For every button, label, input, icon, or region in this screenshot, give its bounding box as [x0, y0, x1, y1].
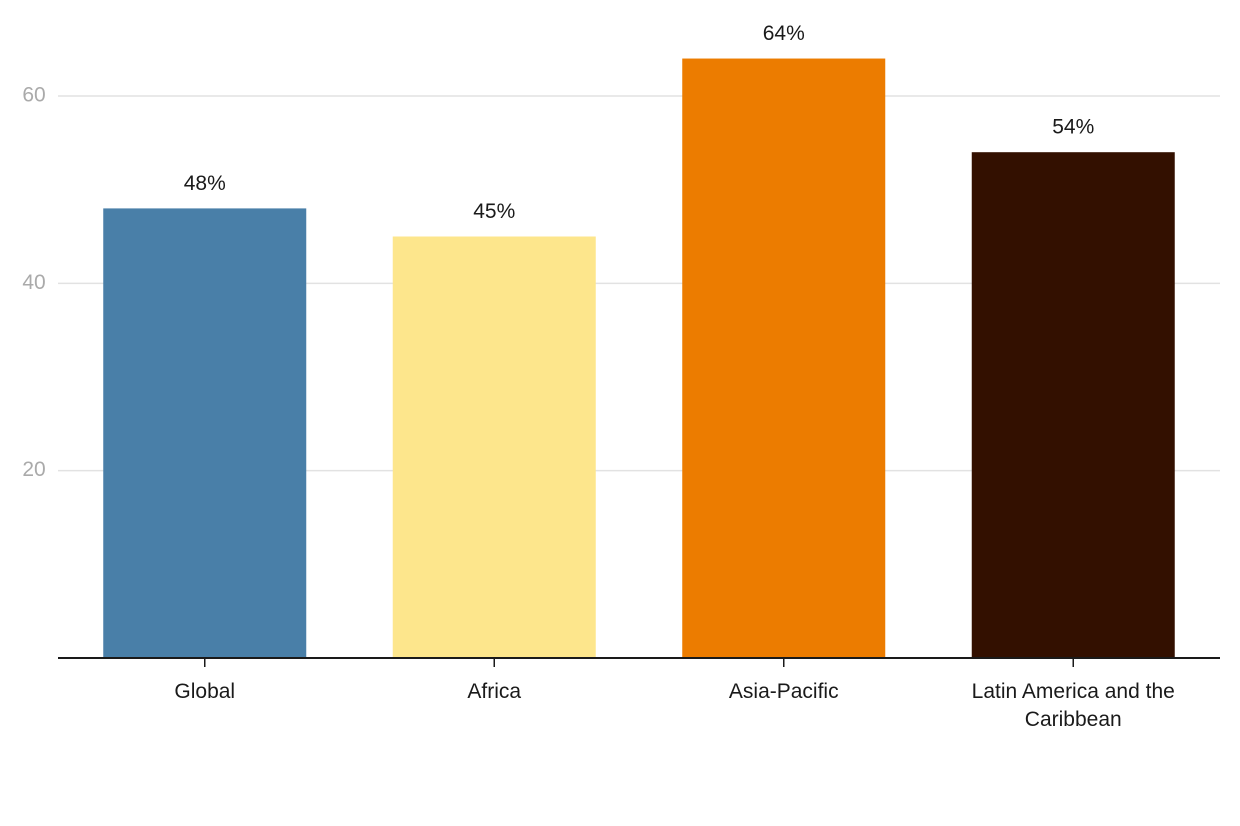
x-tick-label: Latin America and the Caribbean	[971, 680, 1175, 731]
y-tick-label: 40	[22, 271, 45, 294]
x-tick-label: Global	[174, 680, 236, 703]
bar	[971, 152, 1175, 658]
bar	[682, 58, 886, 659]
bar	[103, 208, 307, 658]
value-label: 48%	[184, 172, 226, 195]
value-label: 45%	[473, 200, 515, 223]
y-tick-label: 20	[22, 458, 45, 481]
value-label: 54%	[1052, 116, 1094, 139]
x-tick-label: Asia-Pacific	[728, 680, 839, 703]
value-label: 64%	[763, 22, 805, 45]
y-tick-label: 60	[22, 84, 45, 107]
x-tick-label: Africa	[467, 680, 522, 703]
bar	[392, 236, 596, 658]
